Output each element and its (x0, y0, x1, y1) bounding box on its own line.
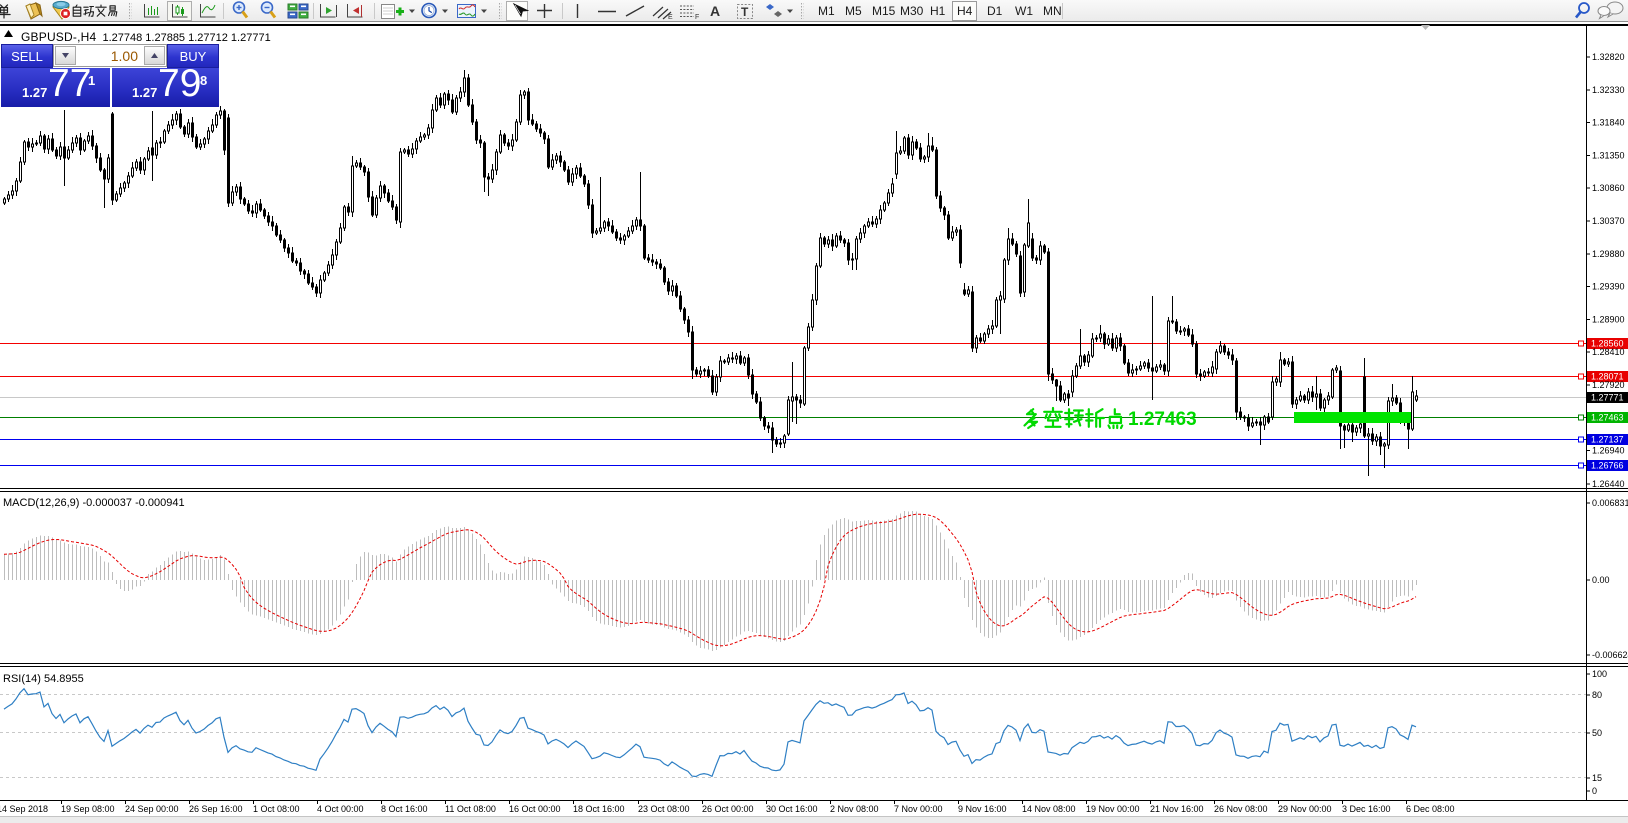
svg-text:1.28560: 1.28560 (1591, 339, 1624, 349)
svg-text:3 Dec 16:00: 3 Dec 16:00 (1342, 804, 1391, 814)
svg-text:16 Oct 00:00: 16 Oct 00:00 (509, 804, 561, 814)
svg-text:1.29880: 1.29880 (1592, 249, 1625, 259)
svg-text:30 Oct 16:00: 30 Oct 16:00 (766, 804, 818, 814)
svg-text:1.28900: 1.28900 (1592, 314, 1625, 324)
svg-text:-0.006624: -0.006624 (1592, 650, 1628, 660)
svg-text:26 Sep 16:00: 26 Sep 16:00 (189, 804, 243, 814)
svg-text:MACD(12,26,9) -0.000037 -0.000: MACD(12,26,9) -0.000037 -0.000941 (3, 497, 185, 509)
svg-text:E: E (668, 14, 673, 21)
svg-text:H1: H1 (930, 4, 946, 18)
svg-text:M1: M1 (818, 4, 835, 18)
svg-text:W1: W1 (1015, 4, 1033, 18)
svg-text:1.26766: 1.26766 (1591, 461, 1624, 471)
svg-text:8 Oct 16:00: 8 Oct 16:00 (381, 804, 428, 814)
svg-text:1.28410: 1.28410 (1592, 347, 1625, 357)
svg-text:F: F (695, 14, 699, 21)
svg-text:1.26940: 1.26940 (1592, 446, 1625, 456)
svg-text:1.27463: 1.27463 (1128, 409, 1197, 430)
svg-text:1.32820: 1.32820 (1592, 52, 1625, 62)
svg-text:RSI(14) 54.8955: RSI(14) 54.8955 (3, 673, 84, 685)
svg-text:H4: H4 (957, 4, 973, 18)
svg-text:14 Sep 2018: 14 Sep 2018 (0, 804, 48, 814)
svg-text:1.27463: 1.27463 (1591, 413, 1624, 423)
svg-text:6 Dec 08:00: 6 Dec 08:00 (1406, 804, 1455, 814)
svg-text:1.29390: 1.29390 (1592, 282, 1625, 292)
svg-text:50: 50 (1592, 728, 1602, 738)
svg-text:MN: MN (1043, 4, 1062, 18)
svg-text:15: 15 (1592, 773, 1602, 783)
svg-text:19 Sep 08:00: 19 Sep 08:00 (61, 804, 115, 814)
svg-text:1.30370: 1.30370 (1592, 216, 1625, 226)
svg-text:24 Sep 00:00: 24 Sep 00:00 (125, 804, 179, 814)
svg-text:1.30860: 1.30860 (1592, 183, 1625, 193)
svg-text:11 Oct 08:00: 11 Oct 08:00 (445, 804, 496, 814)
svg-text:A: A (710, 3, 720, 19)
svg-text:4 Oct 00:00: 4 Oct 00:00 (317, 804, 364, 814)
svg-text:9 Nov 16:00: 9 Nov 16:00 (958, 804, 1007, 814)
svg-text:2 Nov 08:00: 2 Nov 08:00 (830, 804, 879, 814)
svg-text:1.28071: 1.28071 (1591, 372, 1624, 382)
svg-text:1.31840: 1.31840 (1592, 118, 1625, 128)
svg-text:1.27771: 1.27771 (1591, 393, 1624, 403)
svg-text:19 Nov 00:00: 19 Nov 00:00 (1086, 804, 1140, 814)
svg-text:1.32330: 1.32330 (1592, 85, 1625, 95)
svg-text:M5: M5 (845, 4, 862, 18)
svg-text:D1: D1 (987, 4, 1003, 18)
svg-text:7 Nov 00:00: 7 Nov 00:00 (894, 804, 943, 814)
svg-text:0.006831: 0.006831 (1592, 498, 1628, 508)
svg-text:21 Nov 16:00: 21 Nov 16:00 (1150, 804, 1204, 814)
svg-text:26 Nov 08:00: 26 Nov 08:00 (1214, 804, 1268, 814)
svg-text:80: 80 (1592, 690, 1602, 700)
svg-text:1.26440: 1.26440 (1592, 479, 1625, 489)
svg-text:1.31350: 1.31350 (1592, 150, 1625, 160)
svg-text:23 Oct 08:00: 23 Oct 08:00 (638, 804, 690, 814)
svg-text:100: 100 (1592, 669, 1607, 679)
svg-text:18 Oct 16:00: 18 Oct 16:00 (573, 804, 625, 814)
svg-text:0: 0 (1592, 786, 1597, 796)
svg-text:1 Oct 08:00: 1 Oct 08:00 (253, 804, 300, 814)
svg-text:1.27920: 1.27920 (1592, 380, 1625, 390)
svg-text:M15: M15 (872, 4, 896, 18)
svg-text:14 Nov 08:00: 14 Nov 08:00 (1022, 804, 1076, 814)
svg-text:T: T (741, 5, 749, 19)
svg-text:1.27137: 1.27137 (1591, 435, 1624, 445)
svg-text:26 Oct 00:00: 26 Oct 00:00 (702, 804, 754, 814)
svg-text:29 Nov 00:00: 29 Nov 00:00 (1278, 804, 1332, 814)
svg-text:M30: M30 (900, 4, 924, 18)
svg-text:0.00: 0.00 (1592, 575, 1610, 585)
